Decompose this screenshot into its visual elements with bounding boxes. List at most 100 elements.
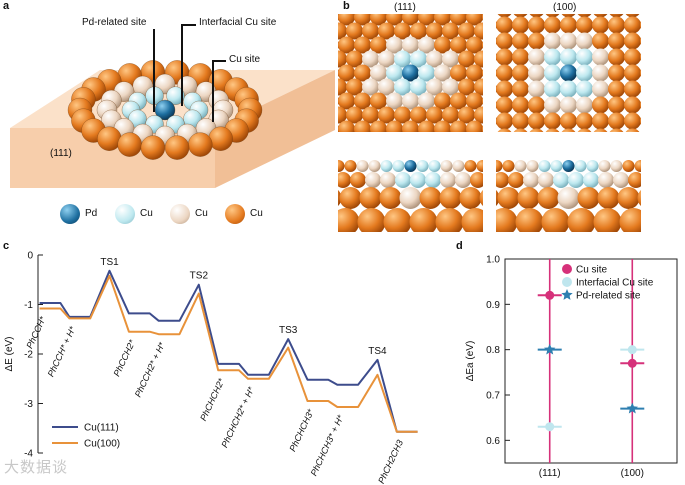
atom [416, 160, 429, 172]
atom [434, 64, 451, 82]
atom [479, 189, 483, 207]
top-view-111 [338, 14, 483, 152]
atom [434, 92, 451, 110]
atom [480, 145, 497, 162]
atom [553, 172, 569, 188]
atom [544, 16, 561, 34]
atom [440, 172, 456, 188]
atom [338, 172, 351, 188]
atom [609, 128, 624, 132]
atom [622, 160, 635, 172]
plot-frame [504, 258, 678, 464]
atom [378, 50, 395, 68]
y-tick-label: -2 [24, 350, 33, 361]
atom [482, 97, 483, 105]
atom [529, 14, 544, 18]
atom [560, 80, 577, 98]
atom [512, 64, 529, 82]
surface-renderings [338, 14, 680, 234]
atom [394, 50, 411, 68]
atom [418, 64, 435, 82]
atom [624, 145, 641, 162]
atom [188, 132, 213, 157]
atom [537, 187, 560, 209]
atom [541, 208, 570, 232]
cu-site-label: Cu site [229, 54, 261, 65]
atom [346, 135, 363, 152]
atom [659, 160, 671, 172]
point-star [626, 402, 638, 414]
atom [576, 112, 593, 130]
legend-label: Cu(111) [84, 423, 119, 434]
atom [567, 208, 596, 232]
atom [354, 92, 371, 110]
series-line-1 [39, 274, 418, 433]
atom [576, 64, 593, 82]
atom [497, 128, 512, 132]
atom [418, 36, 435, 54]
atom [640, 37, 641, 45]
atom [617, 187, 640, 209]
legend-label: Pd [85, 208, 98, 219]
atom [338, 14, 355, 26]
atom [640, 145, 657, 162]
atom [466, 14, 483, 26]
atom [378, 106, 395, 124]
y-axis-label: ΔEa (eV) [465, 341, 476, 382]
atom [496, 145, 513, 162]
column-label-111: (111) [394, 2, 416, 13]
atom [656, 49, 673, 66]
atom [425, 172, 441, 188]
atom [435, 208, 464, 232]
atom [592, 96, 609, 114]
y-tick-label: 0.9 [486, 300, 500, 311]
atom [523, 172, 539, 188]
atom [419, 187, 442, 209]
state-label: PhCCH* + H* [46, 325, 78, 379]
y-tick-label: 0.7 [486, 391, 500, 402]
atom [428, 160, 441, 172]
atom [560, 112, 577, 130]
atom [568, 172, 584, 188]
atom [418, 120, 435, 132]
top-view-100 [480, 14, 673, 162]
atom [593, 128, 608, 132]
atom [583, 172, 599, 188]
atom [378, 78, 395, 96]
atom [354, 14, 371, 26]
atom [560, 145, 577, 162]
atom [544, 48, 561, 66]
atom [528, 112, 545, 130]
atom [496, 80, 513, 98]
atom [117, 132, 142, 157]
state-label: PhCHCH2* + H* [219, 385, 256, 449]
atom [496, 32, 513, 50]
atom [378, 135, 395, 152]
atom [592, 48, 609, 66]
atom [365, 172, 381, 188]
atom [658, 172, 674, 188]
atom [497, 14, 512, 18]
atom [646, 208, 674, 234]
atom [592, 32, 609, 50]
state-label: PhCCH2* + H* [133, 340, 167, 398]
atom [538, 172, 554, 188]
atom [474, 106, 483, 124]
ts-label: TS4 [368, 346, 387, 357]
atom [550, 160, 563, 172]
atom [598, 172, 614, 188]
atom [656, 129, 673, 146]
atom [608, 80, 625, 98]
panel-a-label: a [3, 0, 10, 12]
slab-right [215, 70, 335, 188]
atom [466, 120, 483, 132]
atom [658, 187, 680, 209]
atom [482, 125, 483, 132]
atom [576, 145, 593, 162]
atom [354, 36, 371, 54]
atom [338, 92, 355, 110]
series-line-0 [39, 269, 418, 433]
atom [513, 128, 528, 132]
atom [624, 48, 641, 66]
atom [496, 16, 513, 34]
